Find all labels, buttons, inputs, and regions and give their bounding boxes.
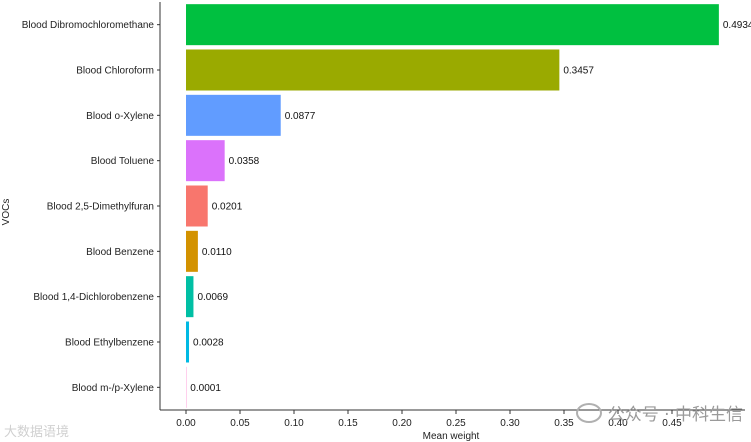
x-tick-label: 0.35 <box>554 418 574 429</box>
category-label: Blood Toluene <box>91 156 155 167</box>
bars-group <box>186 4 719 408</box>
value-label: 0.0877 <box>285 111 316 122</box>
category-label: Blood Benzene <box>86 247 154 258</box>
bar <box>186 276 194 318</box>
bar <box>186 4 719 46</box>
x-tick-label: 0.20 <box>392 418 412 429</box>
x-tick-label: 0.15 <box>338 418 358 429</box>
watermark-right-text: 公众号 · 中科生信 <box>607 405 743 425</box>
x-tick-label: 0.25 <box>446 418 466 429</box>
x-tick-label: 0.30 <box>500 418 520 429</box>
category-label: Blood 2,5-Dimethylfuran <box>47 202 154 213</box>
bar <box>186 185 208 227</box>
value-label: 0.0201 <box>212 202 243 213</box>
x-tick-label: 0.05 <box>230 418 250 429</box>
value-labels-group: 0.4934 0.3457 0.0877 0.0358 0.0201 0.0110 0.00… <box>190 20 751 394</box>
bar <box>186 49 560 91</box>
x-tick-label: 0.00 <box>176 418 196 429</box>
bar <box>186 140 225 182</box>
category-label: Blood o-Xylene <box>86 111 154 122</box>
category-label: Blood Chloroform <box>76 66 154 77</box>
wechat-icon <box>575 402 602 423</box>
value-label: 0.4934 <box>723 20 751 31</box>
watermark-left: 大数据语境 <box>4 425 70 440</box>
watermark-right: 公众号 · 中科生信 <box>575 400 743 425</box>
category-label: Blood Ethylbenzene <box>65 338 154 349</box>
category-label: Blood m-/p-Xylene <box>72 383 155 394</box>
value-label: 0.0001 <box>190 383 221 394</box>
bar <box>186 230 198 272</box>
x-axis-title: Mean weight <box>423 431 480 442</box>
category-label: Blood Dibromochloromethane <box>22 20 155 31</box>
y-axis-title: VOCs <box>1 199 12 226</box>
bar <box>186 94 281 136</box>
x-tick-label: 0.40 <box>608 418 628 429</box>
x-tick-label: 0.10 <box>284 418 304 429</box>
category-label: Blood 1,4-Dichlorobenzene <box>33 292 154 303</box>
value-label: 0.0028 <box>193 338 224 349</box>
x-ticks-group: 0.00 0.05 0.10 0.15 0.20 0.25 0.30 0.35 0.40 0.45 <box>176 410 682 429</box>
x-tick-label: 0.45 <box>662 418 682 429</box>
bar <box>186 321 190 363</box>
value-label: 0.3457 <box>563 66 594 77</box>
value-label: 0.0069 <box>197 292 228 303</box>
value-label: 0.0358 <box>229 156 260 167</box>
value-label: 0.0110 <box>202 247 232 258</box>
y-category-labels: Blood Dibromochloromethane Blood Chlorofo… <box>22 20 160 394</box>
